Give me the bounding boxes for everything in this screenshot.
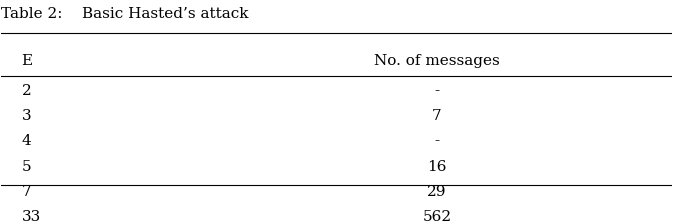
Text: 33: 33 bbox=[22, 210, 41, 224]
Text: -: - bbox=[435, 134, 439, 149]
Text: E: E bbox=[22, 54, 32, 68]
Text: No. of messages: No. of messages bbox=[374, 54, 500, 68]
Text: 7: 7 bbox=[22, 185, 31, 199]
Text: 2: 2 bbox=[22, 84, 31, 98]
Text: 3: 3 bbox=[22, 109, 31, 123]
Text: Table 2:    Basic Hasted’s attack: Table 2: Basic Hasted’s attack bbox=[1, 7, 249, 21]
Text: -: - bbox=[435, 84, 439, 98]
Text: 29: 29 bbox=[427, 185, 447, 199]
Text: 5: 5 bbox=[22, 160, 31, 174]
Text: 7: 7 bbox=[432, 109, 442, 123]
Text: 16: 16 bbox=[427, 160, 447, 174]
Text: 562: 562 bbox=[423, 210, 452, 224]
Text: 4: 4 bbox=[22, 134, 31, 149]
